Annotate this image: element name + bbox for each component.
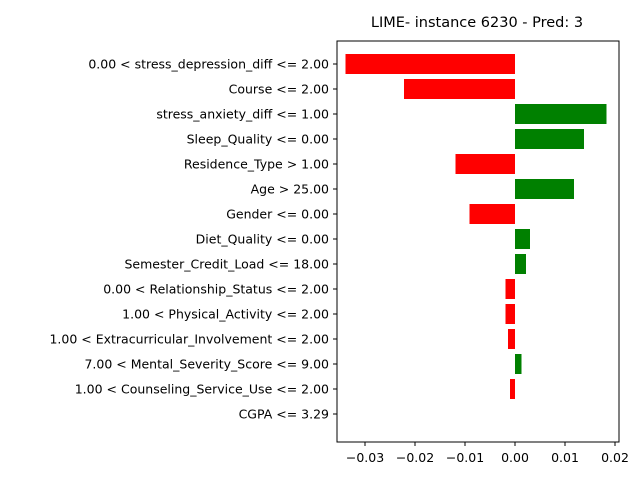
category-labels: 0.00 < stress_depression_diff <= 2.00 Cou… bbox=[49, 57, 337, 422]
bar bbox=[515, 229, 530, 249]
category-label: Residence_Type > 1.00 bbox=[184, 157, 329, 172]
category-label: Sleep_Quality <= 0.00 bbox=[187, 132, 329, 147]
category-label: Gender <= 0.00 bbox=[226, 207, 329, 222]
category-label: 0.00 < Relationship_Status <= 2.00 bbox=[103, 282, 329, 297]
x-tick-label: −0.01 bbox=[446, 450, 484, 465]
bar bbox=[515, 354, 522, 374]
x-tick-label: 0.01 bbox=[551, 450, 579, 465]
category-label: 0.00 < stress_depression_diff <= 2.00 bbox=[88, 57, 329, 72]
bar bbox=[505, 279, 515, 299]
category-label: Course <= 2.00 bbox=[229, 82, 329, 97]
category-label: stress_anxiety_diff <= 1.00 bbox=[156, 107, 329, 122]
bar bbox=[515, 104, 607, 124]
bars-group bbox=[345, 54, 607, 399]
category-label: Diet_Quality <= 0.00 bbox=[196, 232, 329, 247]
bar bbox=[515, 129, 584, 149]
x-tick-label: 0.00 bbox=[501, 450, 529, 465]
bar bbox=[505, 304, 515, 324]
bar bbox=[455, 154, 515, 174]
category-label: CGPA <= 3.29 bbox=[239, 407, 329, 422]
bar bbox=[515, 254, 526, 274]
x-tick-label: 0.02 bbox=[601, 450, 629, 465]
chart-title: LIME- instance 6230 - Pred: 3 bbox=[371, 15, 583, 31]
plot-frame bbox=[336, 40, 620, 443]
bar bbox=[515, 179, 574, 199]
category-label: 1.00 < Physical_Activity <= 2.00 bbox=[122, 307, 329, 322]
x-tick-label: −0.02 bbox=[396, 450, 434, 465]
x-axis: −0.03 −0.02 −0.01 0.00 0.01 0.02 bbox=[346, 442, 629, 465]
category-label: Age > 25.00 bbox=[251, 182, 329, 197]
bar bbox=[469, 204, 515, 224]
category-label: 1.00 < Counseling_Service_Use <= 2.00 bbox=[75, 382, 329, 397]
category-label: Semester_Credit_Load <= 18.00 bbox=[125, 257, 330, 272]
bar bbox=[345, 54, 515, 74]
bar bbox=[404, 79, 515, 99]
category-label: 1.00 < Extracurricular_Involvement <= 2.… bbox=[49, 332, 329, 347]
bar bbox=[508, 329, 515, 349]
category-label: 7.00 < Mental_Severity_Score <= 9.00 bbox=[84, 357, 329, 372]
x-tick-label: −0.03 bbox=[346, 450, 384, 465]
bar bbox=[510, 379, 515, 399]
